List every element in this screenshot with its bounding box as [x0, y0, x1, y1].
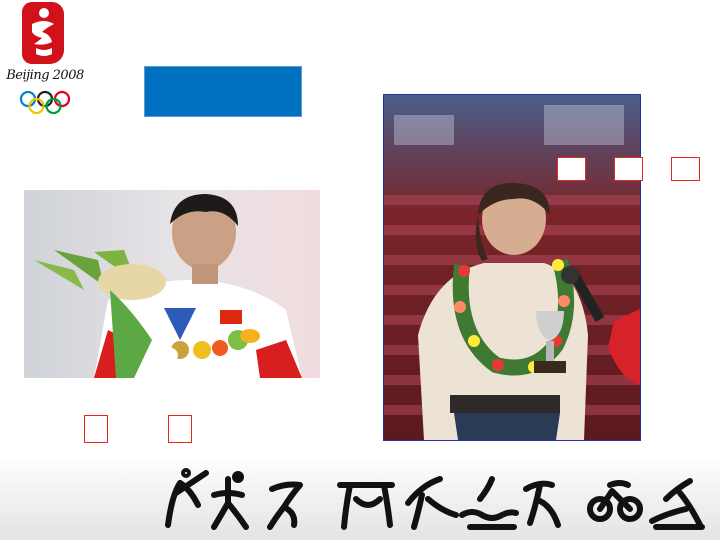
athlete-photo-right [383, 94, 641, 441]
answer-box-3[interactable] [671, 157, 700, 181]
beijing-2008-logo: Beijing 2008 [2, 2, 86, 115]
gymnastics-icon [267, 481, 303, 530]
answer-box-4[interactable] [84, 415, 108, 443]
pictogram-strip [0, 455, 720, 540]
olympic-rings-icon [19, 90, 71, 115]
answer-box-1[interactable] [557, 157, 586, 181]
wrestling-icon [211, 471, 249, 530]
weightlifting-icon [337, 482, 395, 530]
answer-box-5[interactable] [168, 415, 192, 443]
answer-box-2[interactable] [614, 157, 643, 181]
dancing-beijing-seal-icon [22, 2, 64, 64]
emblem-caption: Beijing 2008 [6, 68, 84, 83]
running-icon [523, 480, 561, 528]
shooting-icon [165, 468, 209, 528]
rowing-icon [649, 478, 705, 530]
taekwondo-icon [405, 476, 459, 530]
swimming-icon [459, 476, 519, 530]
title-box [144, 66, 302, 117]
athlete-photo-left [24, 190, 320, 378]
cycling-icon [587, 480, 643, 522]
